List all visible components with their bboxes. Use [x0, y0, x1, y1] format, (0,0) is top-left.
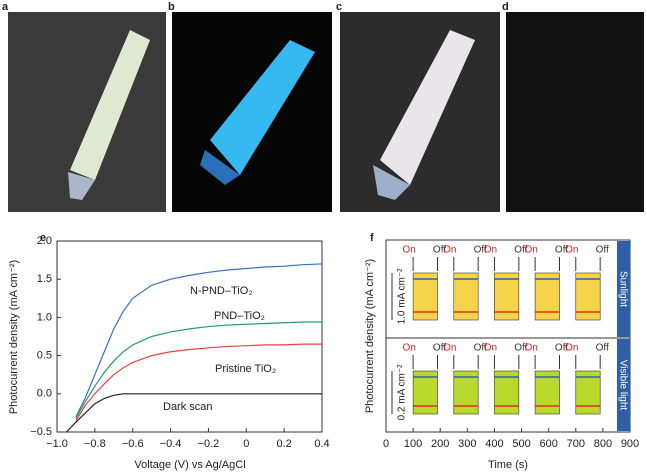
on-label: On [484, 343, 497, 354]
photo-a [8, 12, 166, 212]
on-label: On [524, 343, 537, 354]
on-label: On [402, 343, 415, 354]
x-tick-label: 600 [539, 438, 557, 450]
y-axis-label: Photocurrent density (mA cm⁻²) [364, 259, 376, 413]
x-tick-label: −0.8 [84, 438, 106, 450]
panel-name: Visible light [617, 360, 628, 411]
x-tick-label: −0.6 [122, 438, 144, 450]
panel-label: c [336, 1, 342, 13]
x-tick-label: 400 [485, 438, 503, 450]
on-label: On [565, 343, 578, 354]
light-on-interval [454, 273, 478, 320]
on-label: On [443, 245, 456, 256]
on-label: On [484, 245, 497, 256]
y-axis-label: Photocurrent density (mA cm⁻²) [8, 260, 20, 414]
panel-label: d [502, 1, 509, 13]
series-label: PND–TiO₂ [214, 310, 265, 322]
photo-c [340, 12, 500, 212]
x-tick-label: 300 [458, 438, 476, 450]
light-on-interval [576, 273, 600, 320]
x-axis-label: Time (s) [488, 459, 528, 471]
x-tick-label: −1.0 [46, 438, 68, 450]
y-tick-label: 0.5 [37, 350, 52, 362]
y-tick-label: 2.0 [37, 235, 52, 247]
x-tick-label: 900 [621, 438, 639, 450]
x-tick-label: 0 [243, 438, 249, 450]
on-label: On [402, 245, 415, 256]
y-tick-label: −0.5 [30, 426, 52, 438]
x-tick-label: 500 [512, 438, 530, 450]
x-axis-label: Voltage (V) vs Ag/AgCl [134, 459, 245, 471]
on-label: On [443, 343, 456, 354]
panel-label: f [370, 232, 374, 244]
x-tick-label: 0.2 [276, 438, 291, 450]
on-label: On [565, 245, 578, 256]
light-on-interval [494, 273, 518, 320]
figure: a b c d e f Voltage (V) vs Ag/AgCl Photo… [0, 0, 647, 475]
panel-label: a [2, 1, 9, 13]
panel-name: Sunlight [617, 271, 628, 307]
off-label: Off [596, 343, 609, 354]
light-on-interval [413, 273, 437, 320]
x-tick-label: 700 [567, 438, 585, 450]
series-label: Pristine TiO₂ [215, 363, 276, 375]
series-label: N-PND–TiO₂ [190, 285, 253, 297]
scale-bar-label: 1.0 mA cm⁻² [397, 268, 408, 325]
x-tick-label: 0.4 [314, 438, 329, 450]
x-tick-label: 800 [594, 438, 612, 450]
x-tick-label: 100 [404, 438, 422, 450]
photo-b [172, 12, 332, 212]
on-label: On [524, 245, 537, 256]
x-tick-label: 200 [431, 438, 449, 450]
x-tick-label: 0 [383, 438, 389, 450]
panel-label: b [168, 1, 175, 13]
y-tick-label: 1.0 [37, 311, 52, 323]
off-label: Off [596, 245, 609, 256]
scale-bar-label: 0.2 mA cm⁻² [397, 364, 408, 421]
y-tick-label: 0.0 [37, 388, 52, 400]
y-tick-label: 1.5 [37, 273, 52, 285]
light-on-interval [535, 273, 559, 320]
x-tick-label: −0.2 [198, 438, 220, 450]
series-label: Dark scan [163, 401, 213, 413]
photo-d [506, 12, 644, 212]
x-tick-label: −0.4 [160, 438, 182, 450]
